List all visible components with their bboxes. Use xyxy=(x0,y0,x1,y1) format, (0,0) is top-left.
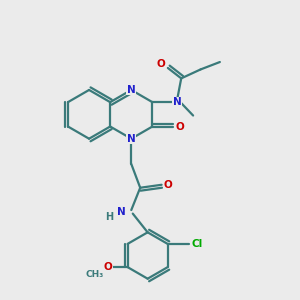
Text: N: N xyxy=(117,206,126,217)
Text: H: H xyxy=(105,212,113,222)
Text: O: O xyxy=(157,59,166,69)
Text: O: O xyxy=(164,180,172,190)
Text: Cl: Cl xyxy=(191,239,202,249)
Text: N: N xyxy=(173,97,182,107)
Text: N: N xyxy=(127,85,136,95)
Text: O: O xyxy=(103,262,112,272)
Text: CH₃: CH₃ xyxy=(86,270,104,279)
Text: O: O xyxy=(176,122,184,131)
Text: N: N xyxy=(127,134,136,144)
